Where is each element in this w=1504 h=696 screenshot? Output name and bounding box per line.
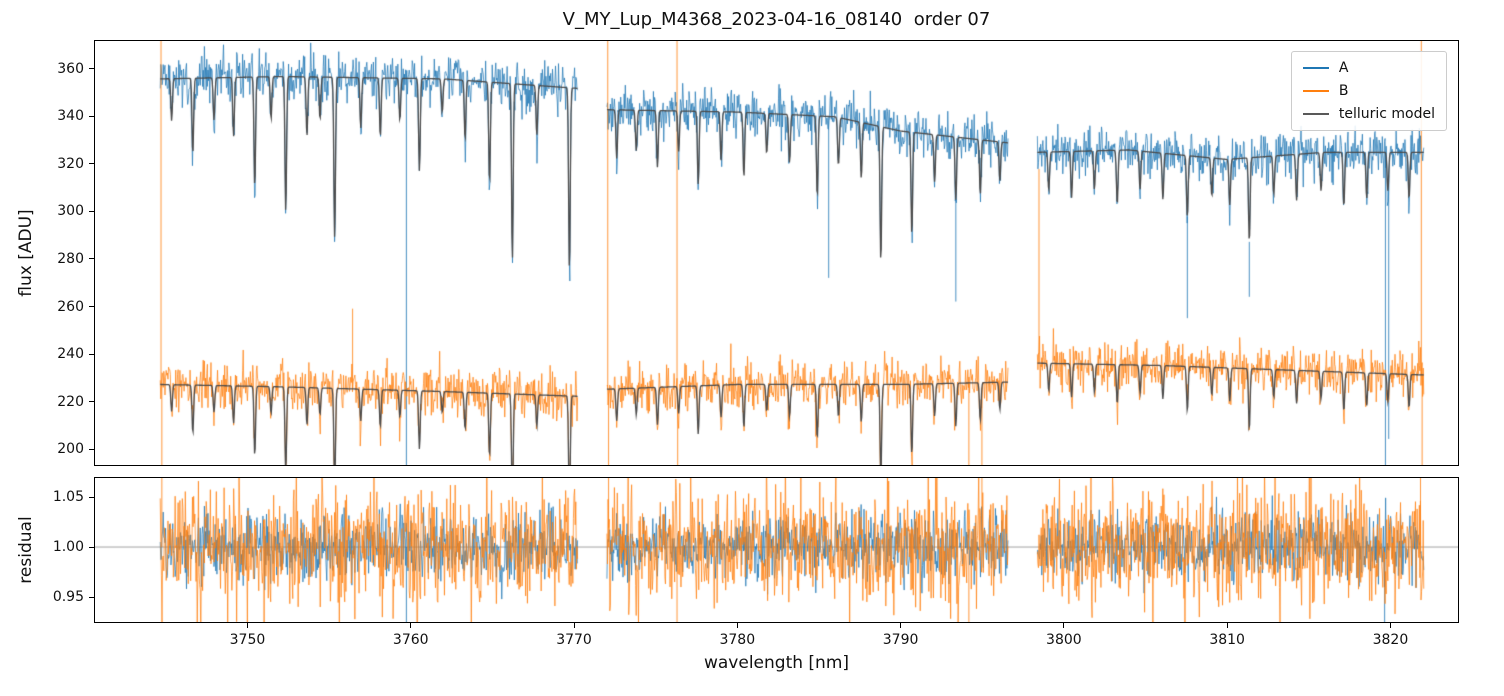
x-axis-label: wavelength [nm]: [703, 653, 850, 673]
residual-canvas: [95, 478, 1458, 622]
flux-panel: A B telluric model: [94, 40, 1459, 466]
y-tick-mark: [89, 546, 94, 548]
x-tick-label: 3780: [719, 632, 756, 648]
legend: A B telluric model: [1290, 51, 1447, 131]
flux-axis-label: flux [ADU]: [16, 209, 36, 297]
legend-label-telluric: telluric model: [1338, 106, 1435, 122]
y-tick-mark: [89, 115, 94, 117]
y-tick-mark: [89, 210, 94, 212]
y-tick-label: 360: [57, 60, 84, 77]
y-tick-label: 260: [57, 298, 84, 315]
x-tick-mark: [736, 623, 738, 628]
legend-item-b: B: [1302, 83, 1435, 99]
x-tick-mark: [1063, 623, 1065, 628]
x-tick-mark: [900, 623, 902, 628]
y-tick-label: 0.95: [52, 589, 84, 605]
y-tick-label: 200: [57, 441, 84, 458]
x-tick-mark: [573, 623, 575, 628]
legend-item-a: A: [1302, 60, 1435, 76]
x-tick-label: 3770: [556, 632, 592, 648]
y-tick-mark: [89, 306, 94, 308]
x-tick-mark: [1389, 623, 1391, 628]
legend-line-b-icon: [1302, 90, 1329, 92]
y-tick-mark: [89, 163, 94, 165]
y-tick-mark: [89, 596, 94, 598]
legend-item-telluric: telluric model: [1302, 106, 1435, 122]
x-tick-label: 3820: [1372, 632, 1409, 648]
chart-title: V_MY_Lup_M4368_2023-04-16_08140 order 07: [562, 9, 991, 30]
x-tick-label: 3810: [1209, 632, 1245, 648]
x-tick-mark: [410, 623, 412, 628]
x-tick-label: 3760: [392, 632, 429, 648]
x-tick-mark: [246, 623, 248, 628]
y-tick-mark: [89, 68, 94, 70]
legend-label-a: A: [1338, 60, 1349, 76]
y-tick-mark: [89, 353, 94, 355]
y-tick-mark: [89, 401, 94, 403]
y-tick-label: 340: [57, 108, 84, 125]
y-tick-label: 1.05: [52, 489, 84, 505]
legend-line-a-icon: [1302, 67, 1329, 69]
y-tick-label: 220: [57, 393, 84, 410]
x-tick-label: 3750: [229, 632, 266, 648]
y-tick-mark: [89, 448, 94, 450]
y-tick-label: 320: [57, 155, 84, 172]
residual-axis-label: residual: [16, 516, 36, 584]
flux-canvas: [95, 41, 1458, 465]
x-tick-label: 3790: [882, 632, 919, 648]
y-tick-label: 1.00: [52, 539, 84, 555]
y-tick-label: 300: [57, 203, 84, 220]
y-tick-mark: [89, 258, 94, 260]
legend-label-b: B: [1338, 83, 1349, 99]
y-tick-mark: [89, 496, 94, 498]
y-tick-label: 240: [57, 346, 84, 363]
legend-line-telluric-icon: [1302, 113, 1329, 115]
x-tick-label: 3800: [1046, 632, 1082, 648]
x-tick-mark: [1226, 623, 1228, 628]
residual-panel: [94, 477, 1459, 623]
y-tick-label: 280: [57, 250, 84, 267]
